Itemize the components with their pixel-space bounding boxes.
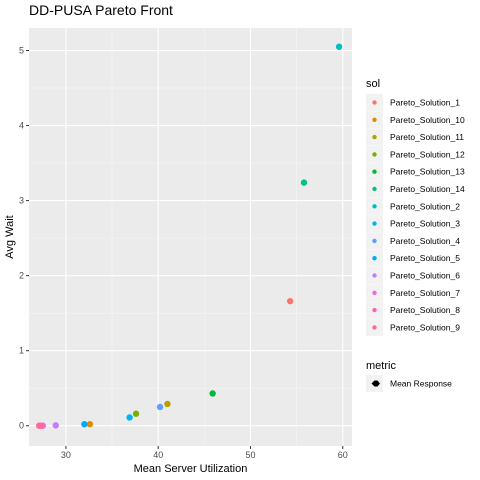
legend-label: Pareto_Solution_4: [390, 236, 460, 246]
data-point: [86, 421, 94, 428]
data-point: [132, 410, 140, 417]
legend-key-dot: [372, 100, 377, 105]
data-point: [164, 400, 171, 408]
legend: sol Pareto_Solution_1Pareto_Solution_10P…: [366, 78, 465, 392]
legend-label: Pareto_Solution_11: [390, 132, 464, 142]
legend-label-mean-response: Mean Response: [390, 379, 452, 389]
y-tick-label: 2: [19, 271, 24, 281]
legend-key-dot: [372, 238, 377, 244]
y-tick-label: 5: [19, 46, 24, 56]
legend-label: Pareto_Solution_5: [390, 253, 460, 263]
legend-key-dot: [372, 325, 377, 330]
data-points: [35, 43, 343, 429]
x-tick-label: 30: [61, 450, 71, 460]
axes: 30 40 50 60 0 1 2 3 4 5: [19, 46, 348, 460]
plot-panel: [29, 28, 352, 446]
legend-title-sol: sol: [366, 78, 380, 90]
x-axis-title: Mean Server Utilization: [134, 463, 248, 475]
legend-key-mean-response-icon: [371, 380, 380, 387]
data-point: [209, 390, 216, 397]
x-tick-label: 50: [245, 450, 255, 460]
chart-title: DD-PUSA Pareto Front: [29, 2, 173, 18]
data-point: [335, 43, 343, 50]
legend-key-dot: [372, 221, 377, 226]
data-point: [37, 422, 45, 429]
y-axis-title: Avg Wait: [4, 215, 16, 258]
legend-key-dot: [372, 307, 377, 313]
legend-items: Pareto_Solution_1 Pareto_Solution_10 Paret…: [366, 94, 465, 336]
legend-label: Pareto_Solution_12: [390, 149, 465, 159]
legend-label: Pareto_Solution_8: [390, 305, 460, 315]
legend-key-dot: [372, 169, 377, 174]
legend-label: Pareto_Solution_7: [390, 288, 460, 298]
legend-key-dot: [372, 117, 377, 123]
legend-label: Pareto_Solution_9: [390, 322, 460, 332]
legend-key-dot: [372, 186, 377, 192]
legend-label: Pareto_Solution_10: [390, 115, 465, 125]
y-tick-label: 4: [19, 121, 24, 131]
grid-lines: [29, 28, 352, 446]
data-point: [156, 403, 164, 411]
legend-key-dot: [372, 273, 377, 278]
y-tick-label: 3: [19, 196, 24, 206]
legend-label: Pareto_Solution_13: [390, 167, 465, 177]
legend-key-dot: [372, 204, 377, 209]
legend-key-dot: [372, 152, 377, 157]
legend-label: Pareto_Solution_3: [390, 219, 460, 229]
legend-label: Pareto_Solution_1: [390, 98, 460, 108]
y-tick-label: 1: [19, 346, 24, 356]
legend-label: Pareto_Solution_14: [390, 184, 465, 194]
data-point: [52, 422, 59, 429]
x-tick-label: 40: [153, 450, 163, 460]
legend-key-dot: [372, 256, 377, 261]
data-point: [81, 421, 88, 428]
legend-key-dot: [372, 290, 377, 295]
legend-label: Pareto_Solution_2: [390, 201, 460, 211]
data-point: [126, 414, 133, 421]
x-tick-label: 60: [338, 450, 348, 460]
data-point: [286, 297, 294, 305]
y-tick-label: 0: [19, 421, 24, 431]
data-point: [300, 179, 308, 186]
legend-key-dot: [372, 134, 377, 140]
legend-label: Pareto_Solution_6: [390, 271, 460, 281]
legend-title-metric: metric: [366, 360, 396, 372]
